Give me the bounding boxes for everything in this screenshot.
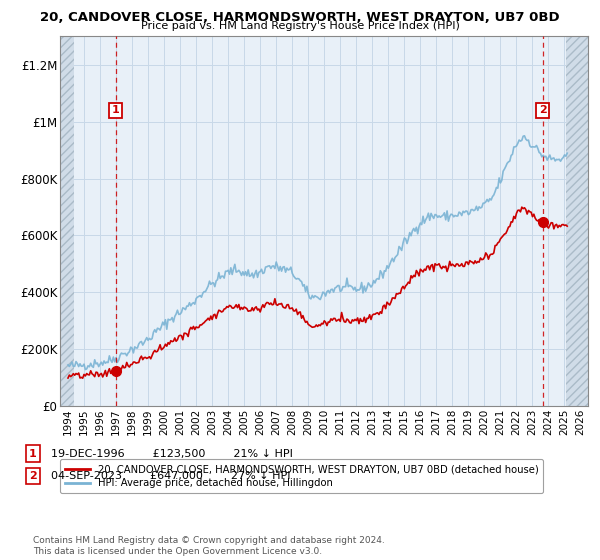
Text: 1: 1 xyxy=(112,105,119,115)
Text: 20, CANDOVER CLOSE, HARMONDSWORTH, WEST DRAYTON, UB7 0BD: 20, CANDOVER CLOSE, HARMONDSWORTH, WEST … xyxy=(40,11,560,24)
Text: 2: 2 xyxy=(29,471,37,481)
Text: Price paid vs. HM Land Registry's House Price Index (HPI): Price paid vs. HM Land Registry's House … xyxy=(140,21,460,31)
Bar xyxy=(566,36,588,406)
Legend: 20, CANDOVER CLOSE, HARMONDSWORTH, WEST DRAYTON, UB7 0BD (detached house), HPI: : 20, CANDOVER CLOSE, HARMONDSWORTH, WEST … xyxy=(60,459,544,493)
Text: 1: 1 xyxy=(29,449,37,459)
Text: 2: 2 xyxy=(539,105,547,115)
Text: Contains HM Land Registry data © Crown copyright and database right 2024.
This d: Contains HM Land Registry data © Crown c… xyxy=(33,536,385,556)
Bar xyxy=(60,36,74,406)
Text: 19-DEC-1996        £123,500        21% ↓ HPI: 19-DEC-1996 £123,500 21% ↓ HPI xyxy=(51,449,293,459)
Text: 04-SEP-2023        £647,000        27% ↓ HPI: 04-SEP-2023 £647,000 27% ↓ HPI xyxy=(51,471,290,481)
